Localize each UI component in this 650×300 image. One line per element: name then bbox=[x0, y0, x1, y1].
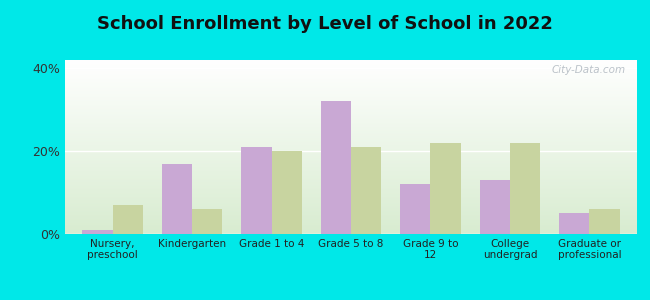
Bar bbox=[400, 184, 430, 234]
Bar bbox=[351, 147, 381, 234]
Bar bbox=[83, 230, 112, 234]
Bar bbox=[192, 209, 222, 234]
Bar bbox=[162, 164, 192, 234]
Bar bbox=[480, 180, 510, 234]
Bar bbox=[321, 101, 351, 234]
Bar bbox=[510, 143, 540, 234]
Bar bbox=[590, 209, 619, 234]
Text: School Enrollment by Level of School in 2022: School Enrollment by Level of School in … bbox=[97, 15, 553, 33]
Bar bbox=[559, 213, 590, 234]
Bar bbox=[430, 143, 461, 234]
Bar bbox=[241, 147, 272, 234]
Text: City-Data.com: City-Data.com bbox=[551, 65, 625, 75]
Bar bbox=[272, 151, 302, 234]
Bar bbox=[112, 205, 143, 234]
